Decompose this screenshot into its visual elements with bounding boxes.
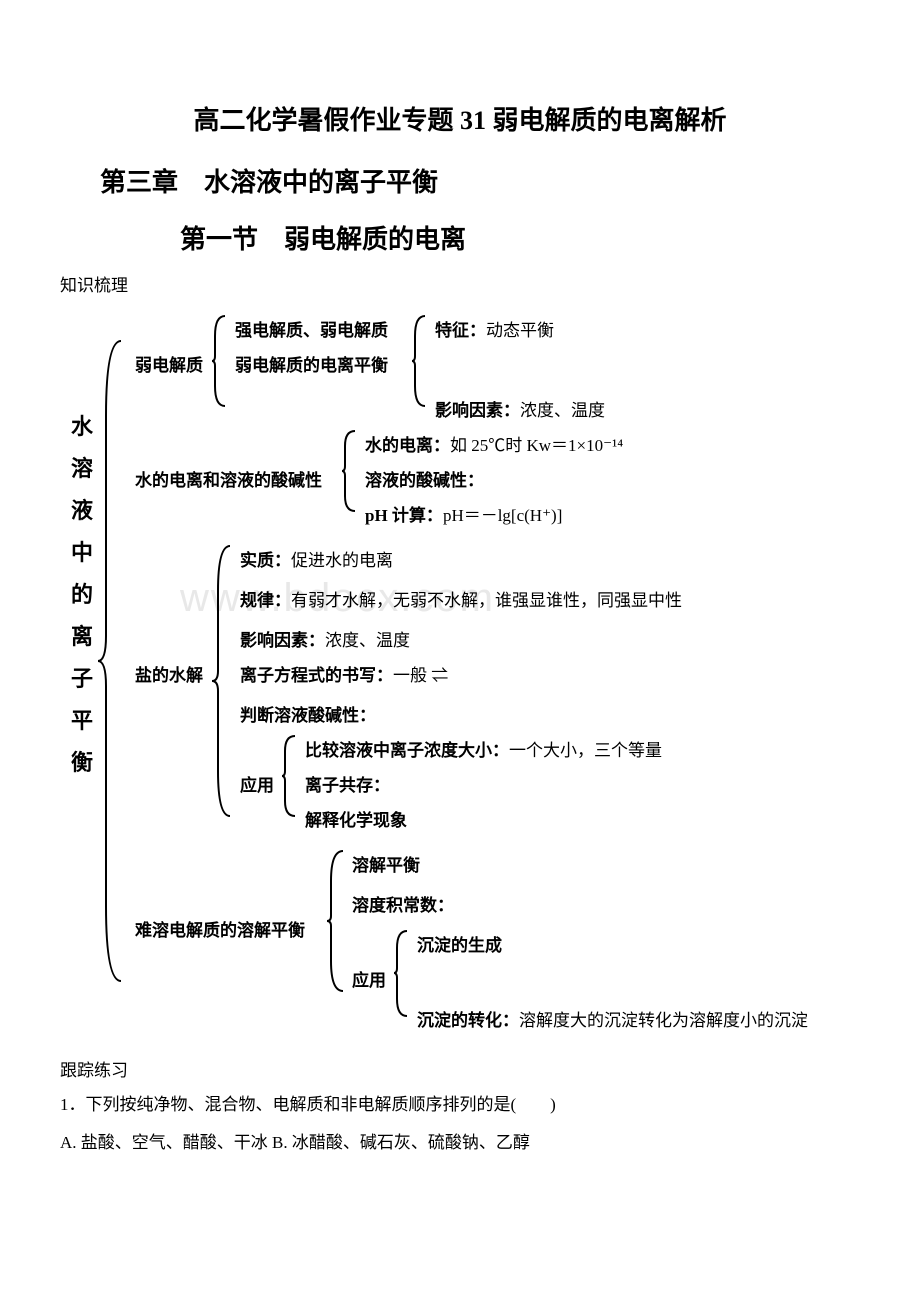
root-char: 离 bbox=[70, 616, 94, 658]
branch-label: 难溶电解质的溶解平衡 bbox=[135, 916, 305, 941]
leaf-bold: 沉淀的生成 bbox=[417, 936, 502, 955]
root-brace-icon bbox=[96, 336, 126, 986]
root-char: 的 bbox=[70, 574, 94, 616]
tree-leaf: 实质：促进水的电离 bbox=[240, 546, 393, 571]
tree-leaf: 判断溶液酸碱性： bbox=[240, 701, 376, 726]
leaf-plain: 如 25℃时 Kw＝1×10⁻¹⁴ bbox=[450, 436, 623, 455]
leaf-plain: 浓度、温度 bbox=[520, 401, 605, 420]
tree-leaf: 沉淀的转化：溶解度大的沉淀转化为溶解度小的沉淀 bbox=[417, 1006, 808, 1031]
leaf-plain: 一个大小，三个等量 bbox=[509, 741, 662, 760]
tree-leaf: 影响因素：浓度、温度 bbox=[240, 626, 410, 651]
tree-leaf: 比较溶液中离子浓度大小：一个大小，三个等量 bbox=[305, 736, 662, 761]
leaf-bold: 规律： bbox=[240, 591, 291, 610]
leaf-plain: 一般 ⇌ bbox=[393, 666, 448, 685]
tree-leaf: 离子共存： bbox=[305, 771, 390, 796]
brace-icon bbox=[280, 731, 300, 821]
page-title: 高二化学暑假作业专题 31 弱电解质的电离解析 bbox=[60, 100, 860, 137]
leaf-bold: 实质： bbox=[240, 551, 291, 570]
root-char: 子 bbox=[70, 658, 94, 700]
tree-leaf: 沉淀的生成 bbox=[417, 931, 502, 956]
root-vertical-label: 水 溶 液 中 的 离 子 平 衡 bbox=[70, 406, 94, 784]
root-char: 平 bbox=[70, 700, 94, 742]
knowledge-label: 知识梳理 bbox=[60, 271, 860, 296]
root-char: 中 bbox=[70, 532, 94, 574]
leaf-bold: 水的电离： bbox=[365, 436, 450, 455]
brace-icon bbox=[392, 926, 412, 1021]
tree-leaf: 水的电离：如 25℃时 Kw＝1×10⁻¹⁴ bbox=[365, 431, 623, 456]
tree-leaf: 应用 bbox=[240, 771, 274, 796]
brace-icon bbox=[410, 311, 430, 411]
leaf-bold: pH 计算： bbox=[365, 506, 443, 525]
option-b: B. 冰醋酸、碱石灰、硫酸钠、乙醇 bbox=[272, 1133, 530, 1152]
tree-leaf: 强电解质、弱电解质 bbox=[235, 316, 388, 341]
leaf-plain: 促进水的电离 bbox=[291, 551, 393, 570]
tree-leaf: 特征：动态平衡 bbox=[435, 316, 554, 341]
exercise-label: 跟踪练习 bbox=[60, 1056, 860, 1081]
brace-icon bbox=[210, 311, 230, 411]
leaf-bold: 影响因素： bbox=[435, 401, 520, 420]
leaf-bold: 溶度积常数： bbox=[352, 896, 454, 915]
leaf-bold: 离子方程式的书写： bbox=[240, 666, 393, 685]
leaf-plain: pH＝－lg[c(H⁺)] bbox=[443, 506, 562, 525]
tree-leaf: 规律：有弱才水解，无弱不水解，谁强显谁性，同强显中性 bbox=[240, 586, 682, 611]
leaf-plain: 有弱才水解，无弱不水解，谁强显谁性，同强显中性 bbox=[291, 591, 682, 610]
tree-leaf: 溶液的酸碱性： bbox=[365, 466, 484, 491]
root-char: 衡 bbox=[70, 742, 94, 784]
tree-leaf: 溶解平衡 bbox=[352, 851, 420, 876]
root-char: 液 bbox=[70, 490, 94, 532]
leaf-bold: 判断溶液酸碱性： bbox=[240, 706, 376, 725]
branch-label: 弱电解质 bbox=[135, 351, 203, 376]
tree-leaf: 影响因素：浓度、温度 bbox=[435, 396, 605, 421]
concept-tree-diagram: www.bdocx.com 水 溶 液 中 的 离 子 平 衡 弱电解质 强电解… bbox=[60, 306, 860, 1046]
tree-leaf: 溶度积常数： bbox=[352, 891, 454, 916]
leaf-bold: 特征： bbox=[435, 321, 486, 340]
tree-leaf: 弱电解质的电离平衡 bbox=[235, 351, 388, 376]
leaf-bold: 溶解平衡 bbox=[352, 856, 420, 875]
branch-label: 水的电离和溶液的酸碱性 bbox=[135, 466, 322, 491]
section-heading: 第一节 弱电解质的电离 bbox=[180, 219, 860, 256]
tree-leaf: 离子方程式的书写：一般 ⇌ bbox=[240, 661, 448, 686]
option-a: A. 盐酸、空气、醋酸、干冰 bbox=[60, 1133, 268, 1152]
leaf-plain: 浓度、温度 bbox=[325, 631, 410, 650]
leaf-plain: 动态平衡 bbox=[486, 321, 554, 340]
root-char: 溶 bbox=[70, 448, 94, 490]
leaf-bold: 沉淀的转化： bbox=[417, 1011, 519, 1030]
leaf-bold: 比较溶液中离子浓度大小： bbox=[305, 741, 509, 760]
leaf-bold: 强电解质、弱电解质 bbox=[235, 321, 388, 340]
leaf-bold: 溶液的酸碱性： bbox=[365, 471, 484, 490]
leaf-bold: 解释化学现象 bbox=[305, 811, 407, 830]
brace-icon bbox=[210, 541, 235, 821]
chapter-heading: 第三章 水溶液中的离子平衡 bbox=[100, 162, 860, 199]
brace-icon bbox=[340, 426, 360, 516]
leaf-bold: 离子共存： bbox=[305, 776, 390, 795]
leaf-bold: 影响因素： bbox=[240, 631, 325, 650]
exercise-q1: 1．下列按纯净物、混合物、电解质和非电解质顺序排列的是( ) bbox=[60, 1091, 860, 1119]
leaf-plain: 溶解度大的沉淀转化为溶解度小的沉淀 bbox=[519, 1011, 808, 1030]
brace-icon bbox=[325, 846, 347, 996]
tree-leaf: 应用 bbox=[352, 966, 386, 991]
tree-leaf: pH 计算：pH＝－lg[c(H⁺)] bbox=[365, 501, 562, 526]
exercise-options: A. 盐酸、空气、醋酸、干冰 B. 冰醋酸、碱石灰、硫酸钠、乙醇 bbox=[60, 1129, 860, 1157]
tree-leaf: 解释化学现象 bbox=[305, 806, 407, 831]
root-char: 水 bbox=[70, 406, 94, 448]
branch-label: 盐的水解 bbox=[135, 661, 203, 686]
